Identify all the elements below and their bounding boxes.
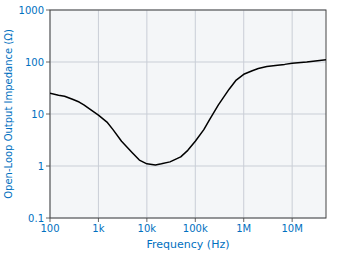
line: [50, 60, 326, 165]
x-axis-label: Frequency (Hz): [147, 238, 230, 251]
tick-label: 10M: [281, 223, 302, 234]
tick-mark: [46, 166, 50, 167]
series: [50, 60, 326, 165]
plot-area: [50, 10, 326, 218]
tick-mark: [146, 218, 147, 222]
tick-mark: [292, 218, 293, 222]
tick-label: 1: [38, 161, 44, 172]
tick-mark: [243, 218, 244, 222]
tick-label: 1M: [236, 223, 251, 234]
tick-mark: [46, 62, 50, 63]
tick-label: 100: [25, 57, 44, 68]
tick-mark: [46, 10, 50, 11]
tick-mark: [195, 218, 196, 222]
tick-mark: [46, 114, 50, 115]
tick-label: 100: [40, 223, 59, 234]
tick-label: 1000: [19, 5, 44, 16]
grid-line: [50, 166, 326, 167]
plot-frame: [50, 10, 326, 218]
y-axis-label: Open-Loop Output Impedance (Ω): [3, 29, 14, 199]
tick-label: 10k: [138, 223, 157, 234]
tick-label: 10: [31, 109, 44, 120]
axes: 100 1k 10k 100k 1M 10M 0.1 1 10 100 1000: [19, 5, 303, 235]
tick-mark: [98, 218, 99, 222]
tick-label: 1k: [92, 223, 104, 234]
tick-label: 100k: [183, 223, 208, 234]
chart: 100 1k 10k 100k 1M 10M 0.1 1 10 100 1000 Frequency …: [0, 0, 340, 254]
grid-line: [50, 62, 326, 63]
grid: [50, 10, 326, 218]
grid-line: [50, 114, 326, 115]
tick-label: 0.1: [28, 213, 44, 224]
tick-mark: [50, 218, 51, 222]
tick-mark: [46, 218, 50, 219]
